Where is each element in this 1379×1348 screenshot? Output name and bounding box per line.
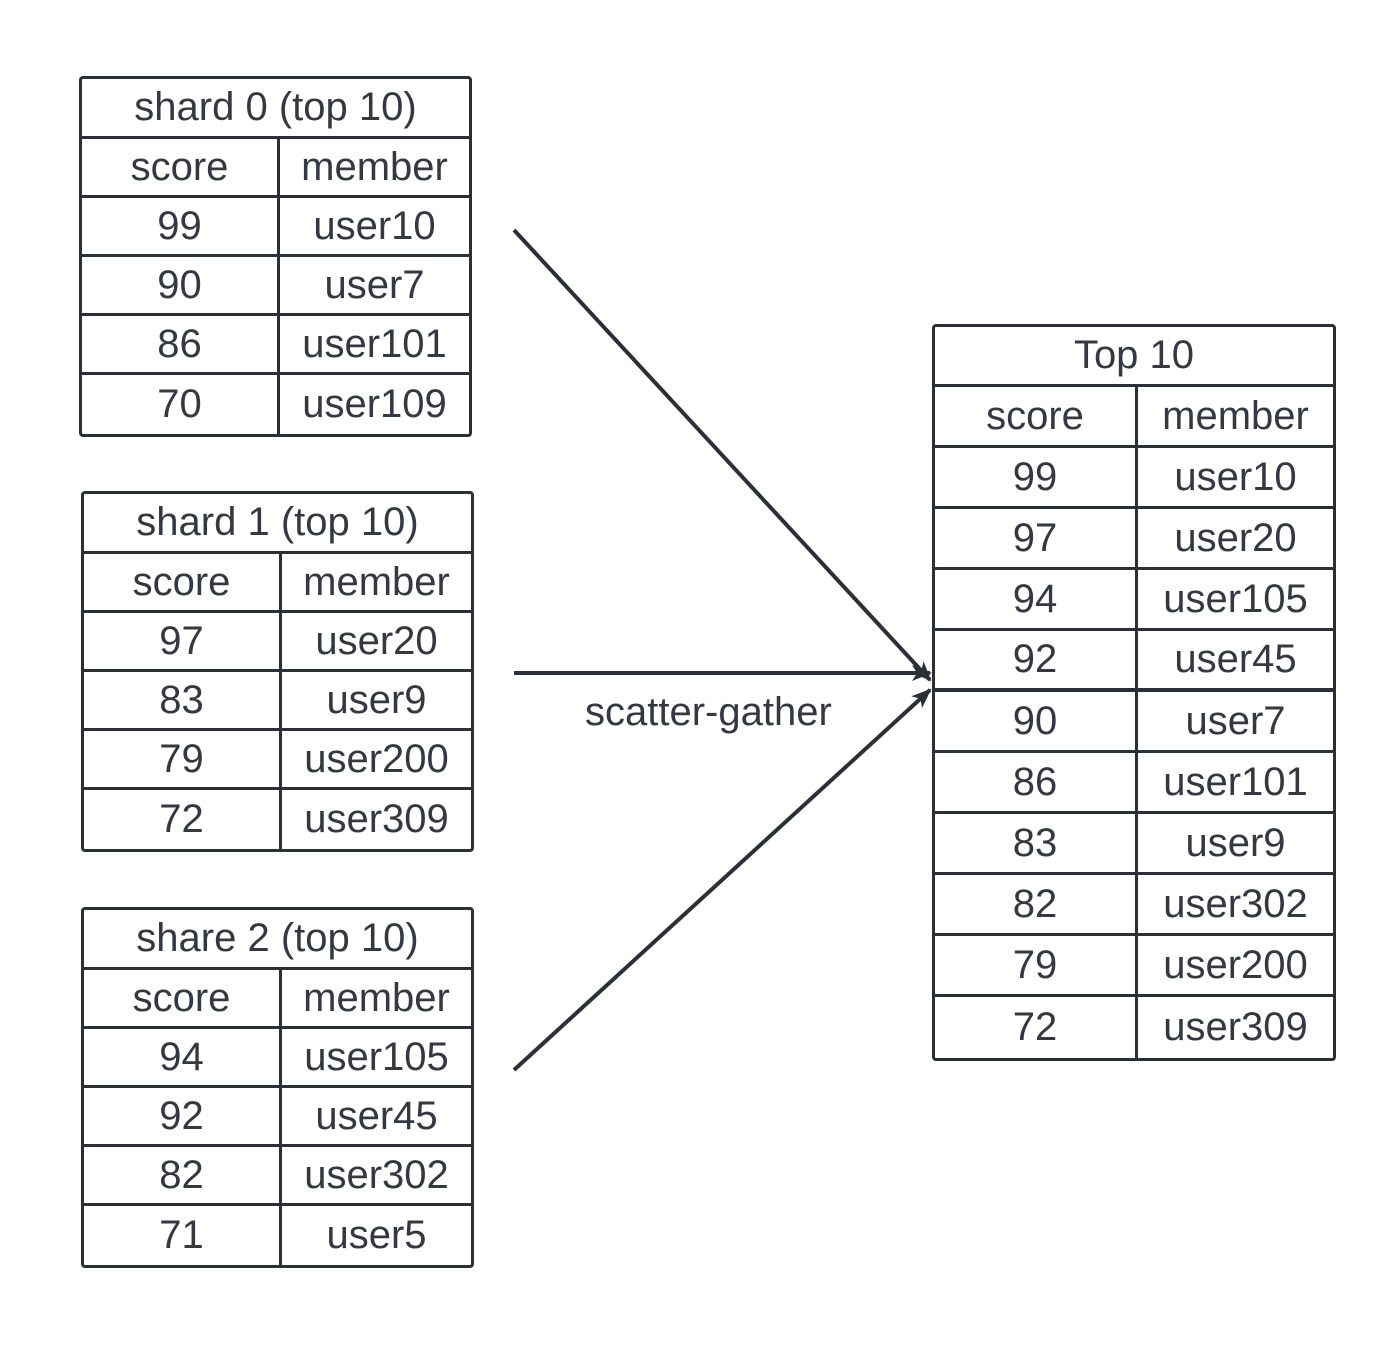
table-row: 86 user101 bbox=[935, 753, 1333, 814]
table-row: 86 user101 bbox=[82, 316, 469, 375]
table-row: 71 user5 bbox=[84, 1206, 471, 1265]
score-cell: 94 bbox=[935, 570, 1138, 628]
score-cell: 97 bbox=[84, 613, 282, 669]
score-cell: 99 bbox=[82, 198, 280, 254]
score-cell: 90 bbox=[935, 692, 1138, 750]
score-cell: 82 bbox=[935, 875, 1138, 933]
score-header: score bbox=[84, 970, 282, 1026]
member-cell: user309 bbox=[304, 797, 449, 841]
score-cell: 71 bbox=[84, 1206, 282, 1265]
score-cell: 82 bbox=[84, 1147, 282, 1203]
score-cell: 79 bbox=[84, 731, 282, 787]
member-cell: user302 bbox=[1163, 881, 1308, 926]
member-header: member bbox=[303, 559, 450, 604]
table-row: 94 user105 bbox=[935, 570, 1333, 631]
score-header: score bbox=[82, 139, 280, 195]
score-cell: 92 bbox=[935, 631, 1138, 688]
member-cell: user7 bbox=[324, 262, 425, 307]
table-row: 83 user9 bbox=[935, 814, 1333, 875]
table-row: 99 user10 bbox=[935, 448, 1333, 509]
arrow-shard-0 bbox=[512, 228, 932, 682]
table-header-row: score member bbox=[935, 387, 1333, 448]
member-cell: user45 bbox=[315, 1093, 438, 1138]
member-cell: user45 bbox=[1174, 637, 1297, 681]
score-cell: 79 bbox=[935, 936, 1138, 994]
table-row: 97 user20 bbox=[84, 613, 471, 672]
score-cell: 99 bbox=[935, 448, 1138, 506]
score-cell: 72 bbox=[84, 790, 282, 849]
score-cell: 70 bbox=[82, 375, 280, 434]
table-row: 82 user302 bbox=[84, 1147, 471, 1206]
table-row: 79 user200 bbox=[84, 731, 471, 790]
score-cell: 94 bbox=[84, 1029, 282, 1085]
table-header-row: score member bbox=[84, 554, 471, 613]
table-header-row: score member bbox=[82, 139, 469, 198]
table-row: 90 user7 bbox=[82, 257, 469, 316]
score-header: score bbox=[935, 387, 1138, 445]
shard-0-table: shard 0 (top 10) score member 99 user10 … bbox=[79, 76, 472, 437]
member-cell: user105 bbox=[1163, 576, 1308, 621]
table-header-row: score member bbox=[84, 970, 471, 1029]
member-cell: user101 bbox=[1163, 759, 1308, 804]
table-row: 99 user10 bbox=[82, 198, 469, 257]
table-row: 83 user9 bbox=[84, 672, 471, 731]
table-row: 92 user45 bbox=[935, 631, 1333, 692]
table-row: 94 user105 bbox=[84, 1029, 471, 1088]
table-row: 70 user109 bbox=[82, 375, 469, 434]
shard-2-table: share 2 (top 10) score member 94 user105… bbox=[81, 907, 474, 1268]
member-cell: user9 bbox=[326, 677, 427, 722]
table-row: 92 user45 bbox=[84, 1088, 471, 1147]
member-header: member bbox=[303, 975, 450, 1020]
member-cell: user200 bbox=[1163, 942, 1308, 987]
member-cell: user10 bbox=[313, 203, 436, 248]
top-10-table: Top 10 score member 99 user10 97 user20 … bbox=[932, 324, 1336, 1061]
member-cell: user7 bbox=[1185, 698, 1286, 743]
table-row: 82 user302 bbox=[935, 875, 1333, 936]
score-cell: 90 bbox=[82, 257, 280, 313]
table-row: 72 user309 bbox=[935, 997, 1333, 1058]
score-cell: 83 bbox=[84, 672, 282, 728]
score-header: score bbox=[84, 554, 282, 610]
member-cell: user101 bbox=[302, 321, 447, 366]
shard-2-title: share 2 (top 10) bbox=[84, 910, 471, 970]
score-cell: 83 bbox=[935, 814, 1138, 872]
score-cell: 86 bbox=[935, 753, 1138, 811]
member-header: member bbox=[1162, 393, 1309, 438]
member-cell: user105 bbox=[304, 1034, 449, 1079]
table-row: 90 user7 bbox=[935, 692, 1333, 753]
member-header: member bbox=[301, 144, 448, 189]
member-cell: user302 bbox=[304, 1152, 449, 1197]
table-row: 79 user200 bbox=[935, 936, 1333, 997]
member-cell: user109 bbox=[302, 382, 447, 426]
member-cell: user9 bbox=[1185, 820, 1286, 865]
member-cell: user200 bbox=[304, 736, 449, 781]
shard-0-title: shard 0 (top 10) bbox=[82, 79, 469, 139]
member-cell: user10 bbox=[1174, 454, 1297, 499]
top-10-title: Top 10 bbox=[935, 327, 1333, 387]
table-row: 72 user309 bbox=[84, 790, 471, 849]
score-cell: 97 bbox=[935, 509, 1138, 567]
table-row: 97 user20 bbox=[935, 509, 1333, 570]
member-cell: user20 bbox=[1174, 515, 1297, 560]
arrow-shard-2 bbox=[512, 688, 932, 1072]
member-cell: user309 bbox=[1163, 1005, 1308, 1049]
score-cell: 92 bbox=[84, 1088, 282, 1144]
member-cell: user20 bbox=[315, 618, 438, 663]
score-cell: 72 bbox=[935, 997, 1138, 1058]
shard-1-title: shard 1 (top 10) bbox=[84, 494, 471, 554]
score-cell: 86 bbox=[82, 316, 280, 372]
member-cell: user5 bbox=[326, 1213, 427, 1257]
shard-1-table: shard 1 (top 10) score member 97 user20 … bbox=[81, 491, 474, 852]
scatter-gather-label: scatter-gather bbox=[585, 690, 832, 734]
